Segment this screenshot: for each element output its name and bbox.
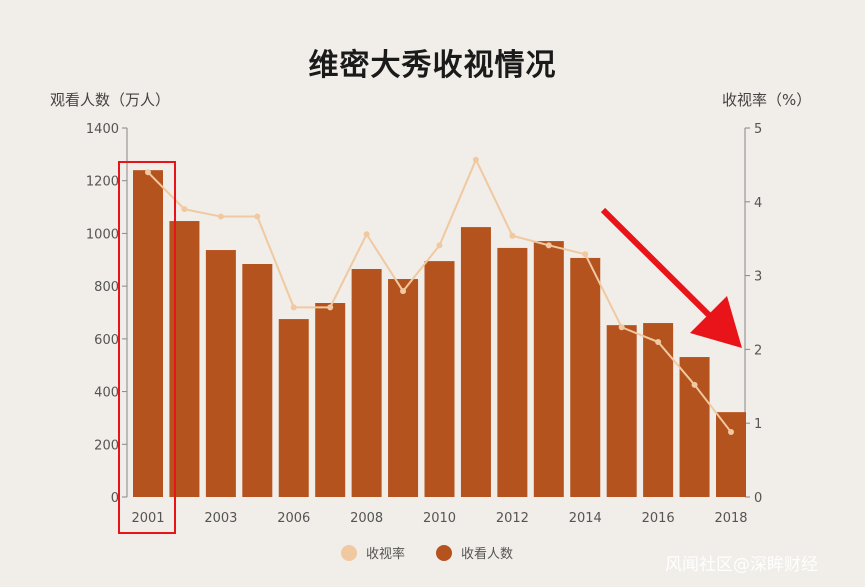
y-tick-label: 1200 — [86, 175, 119, 190]
y-tick-label: 0 — [111, 491, 119, 506]
y2-tick-label: 5 — [754, 122, 762, 137]
bar-2016 — [643, 323, 674, 497]
x-tick-label: 2006 — [277, 511, 310, 526]
y-tick-label: 400 — [94, 386, 119, 401]
bar-2012 — [497, 247, 528, 497]
bar-2011 — [460, 227, 491, 498]
rating-point-2003 — [217, 213, 224, 220]
bar-2008 — [351, 269, 382, 497]
rating-point-2014 — [582, 251, 589, 258]
x-tick-label: 2010 — [423, 511, 456, 526]
bar-2018 — [716, 412, 746, 497]
y-axis-right-label: 收视率（%） — [722, 91, 812, 109]
bar-2017 — [679, 357, 710, 497]
y-tick-label: 200 — [94, 438, 119, 453]
bar-2014 — [570, 257, 601, 497]
x-tick-label: 2012 — [496, 511, 529, 526]
rating-point-2010 — [436, 242, 443, 249]
rating-point-2012 — [509, 232, 516, 239]
watermark: 风闻社区@深眸财经 — [665, 555, 818, 575]
rating-point-2009 — [400, 288, 407, 295]
y2-tick-label: 0 — [754, 491, 762, 506]
arrow-head — [690, 296, 742, 348]
x-tick-label: 2016 — [642, 511, 675, 526]
bar-2007 — [315, 303, 346, 497]
legend-swatch-viewers — [436, 545, 452, 561]
highlight-box — [118, 161, 176, 534]
bar-2013 — [533, 241, 564, 497]
legend-label-rating: 收视率 — [366, 546, 405, 562]
bar-2015 — [606, 325, 637, 497]
x-tick-label: 2018 — [714, 511, 747, 526]
bar-2001 — [133, 170, 163, 497]
rating-point-2007 — [327, 304, 334, 311]
y-tick-label: 1000 — [86, 227, 119, 242]
rating-point-2013 — [545, 242, 552, 249]
rating-point-2006 — [290, 304, 297, 311]
rating-point-2017 — [691, 381, 698, 388]
rating-point-2015 — [618, 324, 625, 331]
y-tick-label: 1400 — [86, 122, 119, 137]
bar-2009 — [388, 279, 419, 497]
bar-2010 — [424, 261, 455, 497]
bar-2005 — [242, 264, 273, 497]
y-axis-left-label: 观看人数（万人） — [50, 91, 171, 109]
rating-point-2002 — [181, 206, 188, 213]
y2-tick-label: 3 — [754, 270, 762, 285]
x-tick-label: 2008 — [350, 511, 383, 526]
bar-2003 — [205, 250, 236, 497]
x-tick-label: 2003 — [204, 511, 237, 526]
x-tick-label: 2001 — [131, 511, 164, 526]
y2-tick-label: 2 — [754, 343, 762, 358]
legend-swatch-rating — [341, 545, 357, 561]
x-tick-label: 2014 — [569, 511, 602, 526]
rating-point-2005 — [254, 213, 261, 220]
bar-2006 — [278, 319, 309, 497]
rating-point-2016 — [655, 339, 662, 346]
rating-point-2008 — [363, 231, 370, 238]
chart-title: 维密大秀收视情况 — [308, 48, 557, 83]
y2-tick-label: 1 — [754, 417, 762, 432]
bar-2002 — [169, 221, 200, 497]
rating-point-2011 — [472, 156, 479, 163]
legend-label-viewers: 收看人数 — [461, 546, 513, 562]
y-tick-label: 600 — [94, 333, 119, 348]
y-tick-label: 800 — [94, 280, 119, 295]
arrow-shaft — [600, 207, 725, 331]
rating-point-2018 — [728, 429, 734, 436]
rating-point-2001 — [145, 169, 151, 176]
y2-tick-label: 4 — [754, 196, 762, 211]
